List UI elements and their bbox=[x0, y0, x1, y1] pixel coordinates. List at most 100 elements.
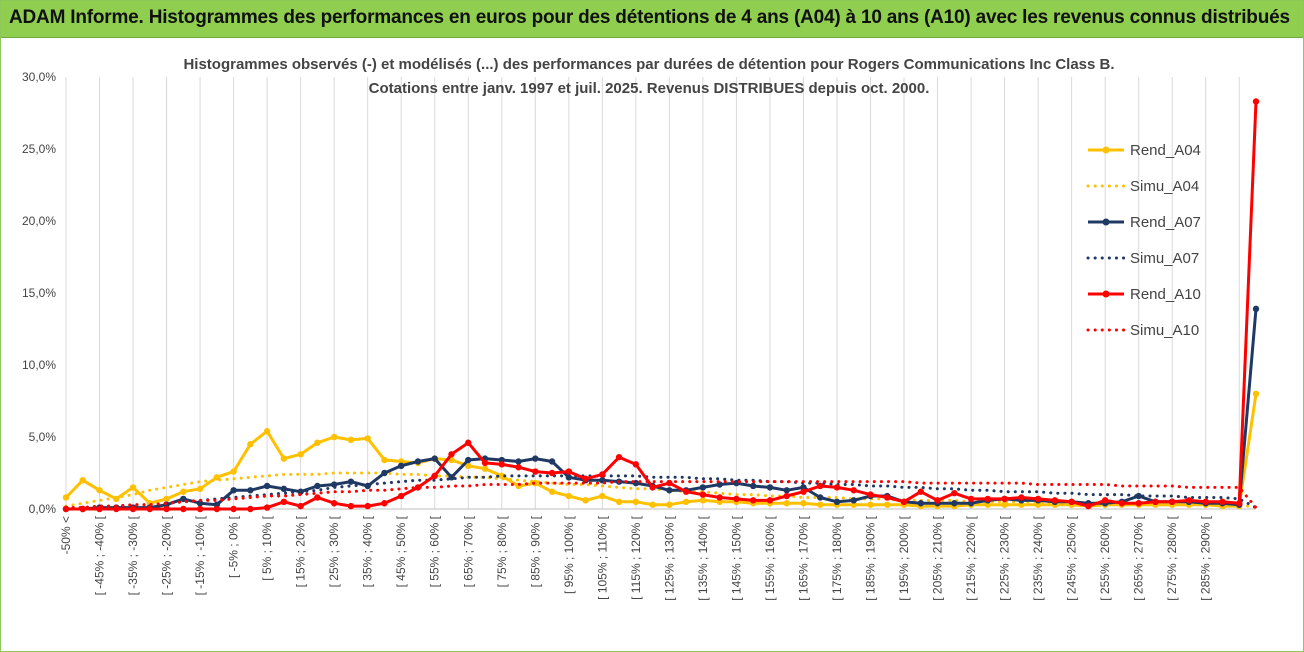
data-point-rend-a07 bbox=[414, 458, 422, 465]
x-tick-label: [ 35% ; 40% [ bbox=[361, 515, 375, 587]
data-point-rend-a04 bbox=[364, 435, 371, 442]
data-point-rend-a10 bbox=[582, 475, 589, 482]
data-point-rend-a10 bbox=[615, 453, 623, 461]
data-point-rend-a07 bbox=[180, 495, 187, 503]
data-point-rend-a04 bbox=[783, 500, 790, 507]
legend-item-rend-a10: Rend_A10 bbox=[1088, 286, 1201, 303]
data-point-rend-a10 bbox=[280, 498, 288, 505]
data-point-rend-a10 bbox=[381, 500, 388, 507]
y-tick-label: 5,0% bbox=[29, 430, 57, 444]
x-tick-label: -50% < bbox=[59, 516, 73, 554]
x-tick-label: [ 225% ; 230% [ bbox=[998, 515, 1012, 600]
data-point-rend-a10 bbox=[347, 502, 355, 510]
x-tick-label: [ 95% ; 100% [ bbox=[562, 515, 576, 594]
data-point-rend-a04 bbox=[582, 497, 589, 504]
data-point-rend-a10 bbox=[984, 495, 992, 503]
data-point-rend-a10 bbox=[481, 459, 489, 467]
data-point-rend-a10 bbox=[1018, 494, 1025, 501]
y-tick-label: 30,0% bbox=[22, 70, 56, 84]
data-point-rend-a10 bbox=[1236, 500, 1243, 507]
x-tick-label: [ -15% ; -10% [ bbox=[193, 515, 207, 595]
data-point-rend-a10 bbox=[263, 504, 271, 511]
data-point-rend-a10 bbox=[297, 502, 304, 510]
data-point-rend-a10 bbox=[716, 494, 723, 501]
data-point-rend-a10 bbox=[1219, 498, 1226, 505]
legend-label: Rend_A04 bbox=[1130, 142, 1201, 159]
axes: 0,0% 5,0% 10,0% 15,0% 20,0% 25,0% 30,0% -50% < [… bbox=[22, 70, 1256, 601]
data-point-rend-a04 bbox=[163, 495, 170, 503]
data-point-rend-a10 bbox=[146, 505, 154, 513]
data-point-rend-a10 bbox=[515, 464, 522, 471]
data-point-rend-a04 bbox=[196, 485, 204, 493]
data-point-rend-a04 bbox=[79, 477, 86, 484]
x-tick-label: [ 85% ; 90% [ bbox=[528, 515, 542, 587]
x-tick-label: [ 135% ; 140% [ bbox=[696, 515, 710, 600]
data-point-rend-a07 bbox=[917, 500, 924, 507]
y-tick-label: 25,0% bbox=[22, 142, 56, 156]
data-point-rend-a04 bbox=[280, 455, 288, 462]
data-point-rend-a04 bbox=[481, 465, 489, 472]
data-point-rend-a07 bbox=[196, 500, 204, 507]
page-title: ADAM Informe. Histogrammes des performan… bbox=[9, 7, 1290, 28]
data-point-rend-a10 bbox=[850, 487, 857, 494]
data-point-rend-a04 bbox=[297, 451, 304, 458]
x-tick-label: [ 195% ; 200% [ bbox=[897, 515, 911, 600]
data-point-rend-a10 bbox=[213, 505, 221, 513]
y-tick-label: 20,0% bbox=[22, 214, 56, 228]
data-point-rend-a10 bbox=[398, 492, 405, 500]
data-point-rend-a10 bbox=[1068, 498, 1075, 505]
data-point-rend-a10 bbox=[900, 498, 908, 505]
data-point-rend-a10 bbox=[431, 472, 438, 480]
data-point-rend-a10 bbox=[934, 497, 941, 504]
x-tick-label: [ 205% ; 210% [ bbox=[931, 515, 945, 600]
data-point-rend-a10 bbox=[230, 505, 237, 513]
data-point-rend-a04 bbox=[632, 498, 640, 505]
data-point-rend-a10 bbox=[1202, 498, 1209, 505]
data-point-rend-a07 bbox=[766, 484, 774, 491]
data-point-rend-a07 bbox=[230, 487, 237, 494]
data-point-rend-a04 bbox=[884, 501, 891, 508]
data-point-rend-a07 bbox=[548, 458, 556, 465]
grid-lines bbox=[65, 77, 1240, 509]
data-point-rend-a10 bbox=[163, 505, 170, 513]
legend-label: Rend_A10 bbox=[1130, 286, 1201, 303]
x-tick-label: [ 245% ; 250% [ bbox=[1065, 515, 1079, 600]
legend-item-rend-a04: Rend_A04 bbox=[1088, 142, 1201, 159]
data-point-rend-a10 bbox=[599, 471, 606, 478]
x-tick-label: [ 235% ; 240% [ bbox=[1031, 515, 1045, 600]
x-tick-label: [ -45% ; -40% [ bbox=[93, 515, 107, 595]
data-point-rend-a10 bbox=[1252, 98, 1260, 105]
data-point-rend-a10 bbox=[884, 494, 891, 501]
series-line-rend-a07 bbox=[66, 308, 1258, 511]
x-tick-label: [ -25% ; -20% [ bbox=[160, 515, 174, 595]
data-point-rend-a04 bbox=[817, 501, 824, 508]
data-point-rend-a10 bbox=[917, 488, 924, 495]
data-point-rend-a07 bbox=[263, 482, 271, 490]
data-point-rend-a07 bbox=[515, 458, 522, 465]
data-point-rend-a10 bbox=[180, 505, 187, 513]
y-tick-label: 15,0% bbox=[22, 286, 56, 300]
x-tick-label: [ 165% ; 170% [ bbox=[796, 515, 810, 600]
data-point-rend-a04 bbox=[867, 501, 874, 508]
data-point-rend-a10 bbox=[1135, 500, 1142, 507]
x-tick-label: [ 25% ; 30% [ bbox=[327, 515, 341, 587]
data-point-rend-a10 bbox=[532, 468, 539, 475]
legend-label: Simu_A10 bbox=[1130, 322, 1199, 339]
data-point-rend-a07 bbox=[381, 469, 388, 477]
data-point-rend-a07 bbox=[314, 482, 321, 490]
data-point-rend-a04 bbox=[263, 428, 271, 435]
data-point-rend-a07 bbox=[465, 456, 472, 464]
x-tick-label: [ 185% ; 190% [ bbox=[864, 515, 878, 600]
legend-marker bbox=[1102, 146, 1110, 154]
data-point-rend-a07 bbox=[951, 500, 958, 507]
legend-label: Simu_A04 bbox=[1130, 178, 1199, 195]
data-point-rend-a10 bbox=[967, 495, 975, 503]
data-point-rend-a10 bbox=[632, 461, 640, 468]
series-line-simu-a10 bbox=[64, 480, 1258, 510]
data-point-rend-a04 bbox=[247, 441, 254, 448]
data-point-rend-a10 bbox=[1001, 495, 1008, 503]
data-point-rend-a10 bbox=[1051, 497, 1059, 504]
chart-subtitle: Cotations entre janv. 1997 et juil. 2025… bbox=[369, 80, 930, 97]
data-point-rend-a04 bbox=[330, 433, 338, 441]
